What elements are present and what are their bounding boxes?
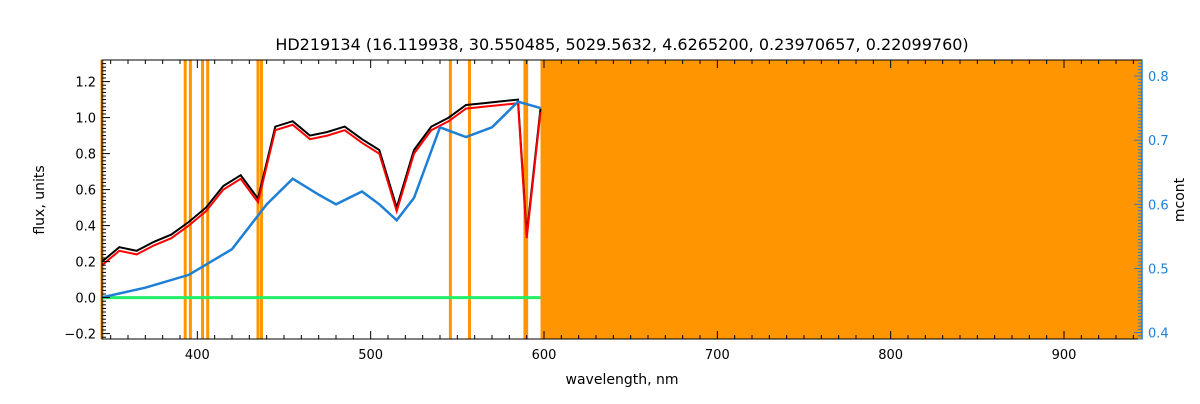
- model-flux-line: [101, 102, 542, 266]
- x-axis-label: wavelength, nm: [566, 372, 679, 388]
- continuum-line: [101, 100, 541, 299]
- y2-tick-label: 0.8: [1148, 70, 1169, 85]
- x-tick-label: 600: [532, 348, 557, 363]
- chart-title: HD219134 (16.119938, 30.550485, 5029.563…: [275, 35, 968, 54]
- x-axis: 400 500 600 700 800 900: [110, 60, 1134, 363]
- x-tick-label: 700: [705, 348, 730, 363]
- masked-line: [188, 60, 192, 339]
- x-tick-label: 500: [358, 348, 383, 363]
- y2-axis-label: mcont: [1172, 177, 1188, 222]
- y-tick-label: 1.2: [75, 76, 96, 91]
- mask-layer: [100, 60, 1142, 339]
- y-axis-label: flux, units: [32, 165, 48, 234]
- y2-tick-label: 0.7: [1148, 134, 1169, 149]
- y-tick-label: −0.2: [64, 328, 96, 343]
- x-tick-label: 400: [185, 348, 210, 363]
- y2-tick-label: 0.6: [1148, 198, 1169, 213]
- observed-flux-line: [101, 98, 542, 263]
- series-layer: [101, 98, 542, 300]
- masked-region: [540, 60, 1142, 339]
- x-tick-label: 800: [878, 348, 903, 363]
- y-axis: −0.2 0.0 0.2 0.4 0.6 0.8 1.0 1.2: [64, 63, 110, 343]
- masked-line: [206, 60, 210, 339]
- y-tick-label: 0.6: [75, 184, 96, 199]
- y-tick-label: 0.8: [75, 148, 96, 163]
- y2-axis: 0.4 0.5 0.6 0.7 0.8: [1134, 60, 1169, 342]
- y-tick-label: 0.4: [75, 220, 96, 235]
- masked-line: [183, 60, 187, 339]
- masked-line: [259, 60, 263, 339]
- y2-tick-label: 0.5: [1148, 262, 1169, 277]
- y2-tick-label: 0.4: [1148, 327, 1169, 342]
- x-tick-label: 900: [1052, 348, 1077, 363]
- masked-line: [448, 60, 452, 339]
- y-tick-label: 0.2: [75, 256, 96, 271]
- y-tick-label: 1.0: [75, 112, 96, 127]
- y-tick-label: 0.0: [75, 292, 96, 307]
- masked-line: [525, 60, 529, 339]
- masked-line: [201, 60, 205, 339]
- masked-line: [467, 60, 471, 339]
